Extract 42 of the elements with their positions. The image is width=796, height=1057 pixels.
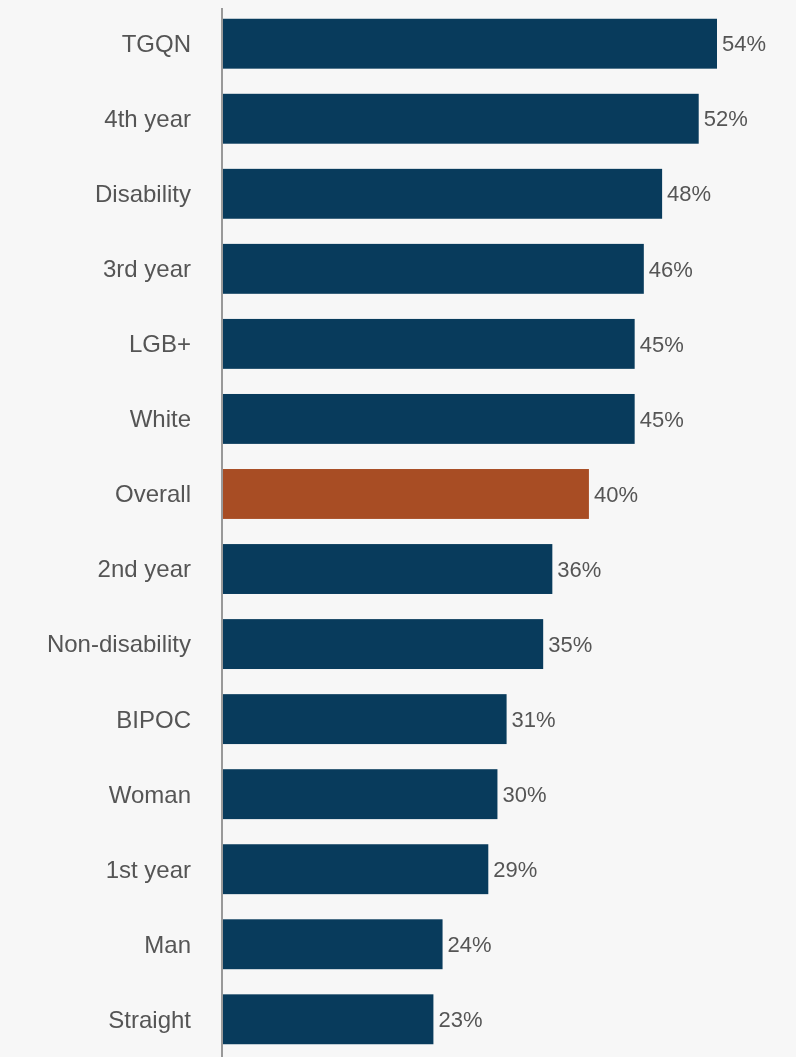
bar — [223, 844, 489, 895]
data-label: 35% — [548, 631, 593, 657]
y-tick-label: Non-disability — [46, 630, 191, 658]
y-tick-label: Disability — [94, 180, 191, 208]
data-label: 45% — [639, 331, 684, 357]
y-tick-label: LGB+ — [128, 330, 191, 358]
y-tick-label: Overall — [114, 480, 191, 508]
bar — [223, 243, 644, 294]
data-label: 52% — [703, 106, 748, 132]
data-label: 40% — [593, 481, 638, 507]
data-label: 46% — [648, 256, 693, 282]
bar — [223, 694, 507, 745]
bar — [223, 919, 443, 970]
y-tick-label: 2nd year — [97, 555, 191, 583]
data-label: 36% — [557, 556, 602, 582]
bar — [223, 994, 434, 1045]
data-label: 31% — [511, 706, 556, 732]
data-label: 23% — [438, 1006, 483, 1032]
y-tick-label: 3rd year — [102, 255, 191, 283]
data-label: 54% — [722, 31, 767, 57]
bar — [223, 619, 544, 670]
bar — [223, 18, 717, 69]
data-label: 30% — [502, 781, 547, 807]
data-label: 29% — [493, 856, 538, 882]
y-tick-label: White — [129, 405, 191, 433]
bar — [223, 318, 635, 369]
y-tick-label: 1st year — [105, 855, 191, 883]
y-tick-label: TGQN — [121, 30, 191, 58]
data-label: 48% — [667, 181, 712, 207]
y-tick-label: Woman — [108, 780, 191, 808]
bar — [223, 168, 663, 219]
data-label: 45% — [639, 406, 684, 432]
y-tick-label: Man — [144, 930, 191, 958]
y-tick-label: Straight — [108, 1005, 192, 1033]
data-label: 24% — [447, 931, 492, 957]
bar — [223, 393, 635, 444]
bar — [223, 469, 589, 519]
y-tick-label: BIPOC — [116, 705, 191, 733]
bar — [223, 544, 553, 594]
bar — [223, 93, 699, 144]
y-tick-label: 4th year — [104, 105, 192, 133]
bar — [223, 769, 498, 820]
